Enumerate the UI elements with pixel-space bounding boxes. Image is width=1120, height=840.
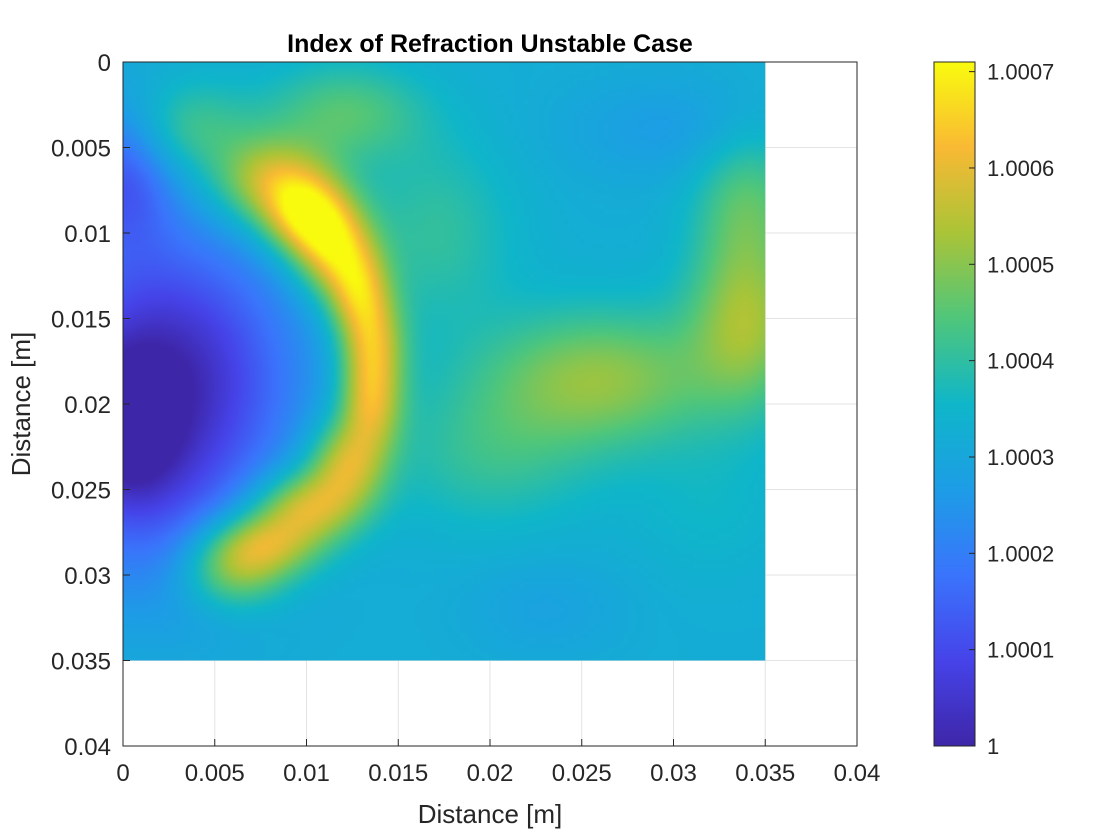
colorbar-tick-label: 1.0005 <box>987 252 1054 277</box>
y-tick-label: 0.035 <box>51 649 111 676</box>
y-tick-label: 0.04 <box>64 734 111 761</box>
y-tick-label: 0.015 <box>51 307 111 334</box>
y-tick-label: 0.005 <box>51 136 111 163</box>
colorbar-tick-label: 1.0004 <box>987 349 1054 374</box>
colorbar-tick-label: 1.0001 <box>987 638 1054 663</box>
colorbar-tick-label: 1.0002 <box>987 541 1054 566</box>
colorbar-tick-label: 1 <box>987 734 999 759</box>
y-tick-label: 0.01 <box>64 221 111 248</box>
colorbar-tick-label: 1.0003 <box>987 445 1054 470</box>
x-tick-label: 0.015 <box>368 760 428 787</box>
y-tick-label: 0.025 <box>51 478 111 505</box>
chart-title: Index of Refraction Unstable Case <box>287 30 693 58</box>
colorbar-tick-label: 1.0006 <box>987 156 1054 181</box>
y-tick-label: 0 <box>98 50 111 77</box>
x-axis-ticks: 0 0.005 0.01 0.015 0.02 0.025 0.03 0.035 0.04 <box>116 739 880 787</box>
y-axis-label: Distance [m] <box>6 332 36 477</box>
y-axis-ticks: 0 0.005 0.01 0.015 0.02 0.025 0.03 0.035 0.04 <box>51 50 130 761</box>
x-tick-label: 0.005 <box>185 760 245 787</box>
x-axis-label: Distance [m] <box>418 799 563 829</box>
x-tick-label: 0.025 <box>552 760 612 787</box>
colorbar-tick-label: 1.0007 <box>987 60 1054 85</box>
y-tick-label: 0.02 <box>64 392 111 419</box>
x-tick-label: 0.03 <box>650 760 697 787</box>
colorbar-ticks: 1 1.0001 1.0002 1.0003 1.0004 1.0005 1.0006 1.0… <box>969 60 1054 759</box>
x-tick-label: 0.04 <box>834 760 881 787</box>
colorbar <box>933 61 976 747</box>
x-tick-label: 0 <box>116 760 129 787</box>
x-tick-label: 0.035 <box>735 760 795 787</box>
x-tick-label: 0.01 <box>283 760 330 787</box>
heatmap-surface <box>123 62 766 661</box>
x-tick-label: 0.02 <box>467 760 514 787</box>
y-tick-label: 0.03 <box>64 563 111 590</box>
